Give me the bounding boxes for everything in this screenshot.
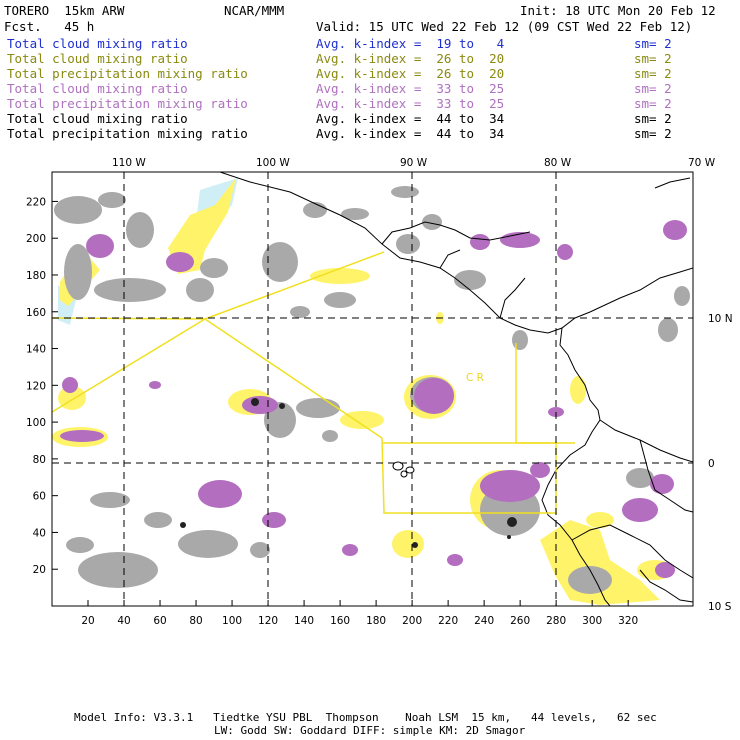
physics-info: LW: Godd SW: Goddard DIFF: simple KM: 2D… bbox=[214, 724, 526, 737]
cloud-gray bbox=[54, 186, 690, 594]
legend-field: Total cloud mixing ratio bbox=[7, 111, 188, 126]
legend-smoothing: sm= 2 bbox=[634, 51, 672, 66]
y-tick-label: 180 bbox=[26, 270, 46, 282]
legend-index: Avg. k-index = 33 to 25 bbox=[316, 96, 505, 111]
x-tick-label: 40 bbox=[117, 615, 130, 627]
legend-index: Avg. k-index = 44 to 34 bbox=[316, 126, 505, 141]
legend-smoothing: sm= 2 bbox=[634, 96, 672, 111]
model-info: Model Info: V3.3.1 Tiedtke YSU PBL Thomp… bbox=[74, 711, 657, 724]
y-tick-label: 160 bbox=[26, 307, 46, 319]
legend-index: Avg. k-index = 19 to 4 bbox=[316, 36, 505, 51]
convective-cores bbox=[180, 398, 517, 548]
latitude-labels: 10 N 0 10 S bbox=[708, 313, 733, 613]
coastlines bbox=[219, 172, 693, 606]
lat-lon-grid bbox=[52, 172, 693, 606]
legend-smoothing: sm= 2 bbox=[634, 66, 672, 81]
longitude-labels: 110 W 100 W 90 W 80 W 70 W bbox=[112, 157, 716, 169]
y-tick-label: 140 bbox=[26, 344, 46, 356]
lon-label: 80 W bbox=[544, 157, 572, 169]
y-tick-label: 40 bbox=[33, 527, 46, 539]
x-tick-label: 300 bbox=[582, 615, 602, 627]
x-tick-labels: 20 40 60 80 100 120 140 160 180 200 220 240 260 280 30… bbox=[81, 615, 638, 627]
x-tick-label: 180 bbox=[366, 615, 386, 627]
lat-label: 10 N bbox=[708, 313, 733, 325]
x-tick-label: 20 bbox=[81, 615, 94, 627]
init-time: Init: 18 UTC Mon 20 Feb 12 bbox=[520, 3, 716, 18]
legend-smoothing: sm= 2 bbox=[634, 111, 672, 126]
lat-label: 0 bbox=[708, 458, 715, 470]
legend-field: Total cloud mixing ratio bbox=[7, 36, 188, 51]
x-tick-label: 320 bbox=[618, 615, 638, 627]
x-tick-label: 260 bbox=[510, 615, 530, 627]
lon-label: 100 W bbox=[256, 157, 290, 169]
region-label: C R bbox=[466, 372, 484, 384]
model-title: TORERO 15km ARW bbox=[4, 3, 125, 18]
y-tick-label: 120 bbox=[26, 380, 46, 392]
lon-label: 70 W bbox=[688, 157, 716, 169]
x-tick-label: 160 bbox=[330, 615, 350, 627]
plot-frame bbox=[51, 171, 694, 607]
lon-label: 90 W bbox=[400, 157, 428, 169]
legend-index: Avg. k-index = 33 to 25 bbox=[316, 81, 505, 96]
y-tick-label: 100 bbox=[26, 417, 46, 429]
legend-field: Total cloud mixing ratio bbox=[7, 51, 188, 66]
legend-index: Avg. k-index = 26 to 20 bbox=[316, 51, 505, 66]
x-tick-label: 200 bbox=[402, 615, 422, 627]
lon-label: 110 W bbox=[112, 157, 146, 169]
legend-field: Total precipitation mixing ratio bbox=[7, 96, 248, 111]
y-tick-label: 80 bbox=[33, 454, 46, 466]
legend-smoothing: sm= 2 bbox=[634, 81, 672, 96]
legend-field: Total precipitation mixing ratio bbox=[7, 126, 248, 141]
x-tick-label: 120 bbox=[258, 615, 278, 627]
center-label: NCAR/MMM bbox=[224, 3, 285, 18]
x-tick-label: 60 bbox=[153, 615, 166, 627]
y-tick-labels: 20 40 60 80 100 120 140 160 180 200 220 bbox=[26, 196, 46, 576]
y-tick-label: 200 bbox=[26, 233, 46, 245]
x-tick-label: 220 bbox=[438, 615, 458, 627]
x-tick-label: 240 bbox=[474, 615, 494, 627]
forecast-hour: Fcst. 45 h bbox=[4, 19, 95, 34]
legend-field: Total cloud mixing ratio bbox=[7, 81, 188, 96]
y-tick-label: 20 bbox=[33, 564, 46, 576]
y-tick-label: 220 bbox=[26, 196, 46, 208]
legend-smoothing: sm= 2 bbox=[634, 36, 672, 51]
x-tick-label: 100 bbox=[222, 615, 242, 627]
legend-index: Avg. k-index = 26 to 20 bbox=[316, 66, 505, 81]
y-tick-label: 60 bbox=[33, 491, 46, 503]
x-tick-label: 80 bbox=[189, 615, 202, 627]
lat-label: 10 S bbox=[708, 601, 732, 613]
legend-index: Avg. k-index = 44 to 34 bbox=[316, 111, 505, 126]
tick-marks bbox=[52, 200, 629, 606]
field-layer bbox=[52, 178, 690, 605]
legend-field: Total precipitation mixing ratio bbox=[7, 66, 248, 81]
x-tick-label: 280 bbox=[546, 615, 566, 627]
x-tick-label: 140 bbox=[294, 615, 314, 627]
legend-smoothing: sm= 2 bbox=[634, 126, 672, 141]
valid-time: Valid: 15 UTC Wed 22 Feb 12 (09 CST Wed … bbox=[316, 19, 693, 34]
